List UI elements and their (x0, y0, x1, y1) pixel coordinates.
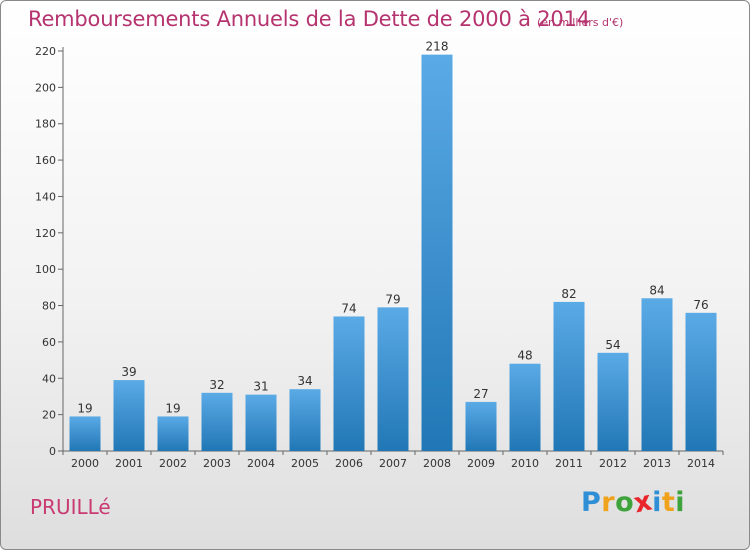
proxiti-logo[interactable]: Proxiti (581, 485, 686, 519)
data-label-2000: 19 (77, 401, 92, 415)
y-tick-label: 180 (35, 118, 56, 131)
x-tick-label: 2013 (643, 457, 671, 470)
bar-2005[interactable] (289, 389, 321, 451)
x-tick-label: 2002 (159, 457, 187, 470)
logo-letter: i (675, 487, 686, 518)
data-label-2010: 48 (517, 349, 532, 363)
y-tick-label: 40 (42, 372, 56, 385)
data-label-2012: 54 (605, 338, 620, 352)
chart-subtitle: (en milliers d'€) (537, 16, 624, 29)
x-tick-label: 2008 (423, 457, 451, 470)
y-tick-label: 80 (42, 300, 56, 313)
logo-letter: P (581, 487, 602, 518)
y-tick-label: 0 (49, 445, 56, 458)
bar-2011[interactable] (553, 301, 585, 451)
x-tick-label: 2000 (71, 457, 99, 470)
data-label-2013: 84 (649, 283, 664, 297)
bar-2008[interactable] (421, 54, 453, 452)
y-tick-label: 160 (35, 154, 56, 167)
bar-2007[interactable] (377, 307, 409, 451)
x-tick-label: 2014 (687, 457, 715, 470)
bar-2013[interactable] (641, 298, 673, 451)
x-tick-label: 2009 (467, 457, 495, 470)
bar-2014[interactable] (685, 312, 717, 451)
place-name: PRUILLé (30, 495, 111, 519)
bar-2003[interactable] (201, 392, 233, 451)
data-label-2014: 76 (693, 298, 708, 312)
y-tick-label: 100 (35, 263, 56, 276)
data-label-2006: 74 (341, 301, 356, 315)
data-label-2008: 218 (426, 40, 449, 54)
bar-2002[interactable] (157, 416, 189, 451)
bars (69, 54, 717, 452)
bar-2001[interactable] (113, 380, 145, 451)
y-tick-label: 140 (35, 190, 56, 203)
bar-2010[interactable] (509, 363, 541, 451)
x-tick-label: 2010 (511, 457, 539, 470)
logo-letter: o (615, 487, 635, 518)
x-tick-label: 2004 (247, 457, 275, 470)
x-tick-label: 2003 (203, 457, 231, 470)
data-label-2002: 19 (165, 401, 180, 415)
bar-2004[interactable] (245, 394, 277, 451)
chart-title: Remboursements Annuels de la Dette de 20… (28, 7, 590, 31)
data-label-2004: 31 (253, 380, 268, 394)
x-tick-label: 2012 (599, 457, 627, 470)
y-tick-label: 200 (35, 81, 56, 94)
data-label-2007: 79 (385, 292, 400, 306)
x-tick-label: 2006 (335, 457, 363, 470)
data-label-2001: 39 (121, 365, 136, 379)
logo-letter: r (601, 487, 616, 518)
data-label-2011: 82 (561, 287, 576, 301)
bar-2000[interactable] (69, 416, 101, 451)
y-tick-label: 120 (35, 227, 56, 240)
x-tick-label: 2005 (291, 457, 319, 470)
data-labels: 19 39 19 32 31 34 74 79 218 27 48 82 54 84 76 (77, 40, 708, 416)
logo-letter: t (661, 487, 676, 518)
y-tick-label: 20 (42, 409, 56, 422)
data-label-2003: 32 (209, 378, 224, 392)
x-tick-label: 2007 (379, 457, 407, 470)
data-label-2005: 34 (297, 374, 312, 388)
bar-2012[interactable] (597, 352, 629, 451)
x-tick-label: 2011 (555, 457, 583, 470)
y-tick-label: 220 (35, 45, 56, 58)
bar-2009[interactable] (465, 401, 497, 451)
bar-2006[interactable] (333, 316, 365, 451)
axes: 0 20 40 60 80 100 120 140 160 180 200 220 2000 2001 20… (35, 45, 724, 470)
data-label-2009: 27 (473, 387, 488, 401)
x-tick-label: 2001 (115, 457, 143, 470)
y-tick-label: 60 (42, 336, 56, 349)
logo-letter: i (652, 487, 662, 518)
